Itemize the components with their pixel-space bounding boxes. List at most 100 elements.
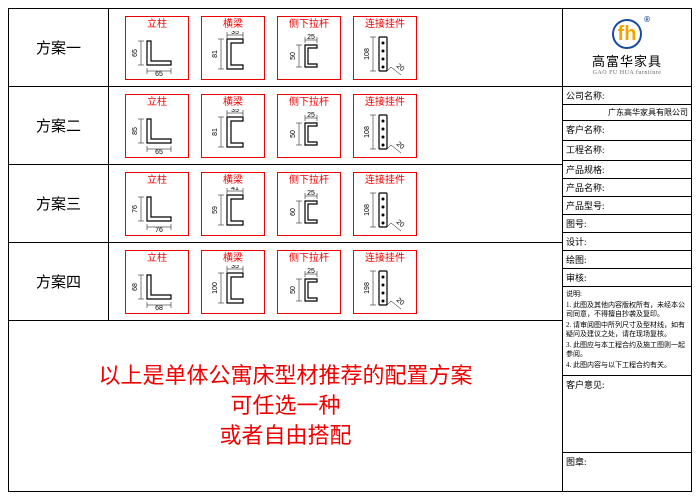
component-title: 横梁 — [223, 253, 243, 264]
drafter-row: 绘图: — [563, 251, 691, 269]
svg-text:68: 68 — [155, 305, 163, 311]
company-value-row: 广东高华家具有限公司 — [563, 105, 691, 121]
note-item: 2. 请审阅图中所列尺寸及型材线，如有疑问及建议之处，请在现场复核。 — [566, 321, 688, 339]
component-beam: 横梁 41 59 — [201, 172, 265, 236]
component-title: 横梁 — [223, 97, 243, 108]
svg-text:25: 25 — [307, 34, 315, 41]
notes-title: 说明: — [566, 290, 688, 299]
svg-text:65: 65 — [155, 71, 163, 77]
svg-text:41: 41 — [231, 187, 239, 192]
component-connector: 连接挂件 108 20 — [353, 16, 417, 80]
svg-text:108: 108 — [364, 204, 371, 216]
component-title: 连接挂件 — [365, 97, 405, 108]
component-connector: 连接挂件 108 20 — [353, 94, 417, 158]
component-connector: 连接挂件 108 20 — [353, 172, 417, 236]
svg-text:85: 85 — [132, 127, 139, 135]
project-row: 工程名称: — [563, 141, 691, 161]
svg-text:50: 50 — [290, 130, 297, 138]
component-title: 立柱 — [147, 97, 167, 108]
footer-note: 以上是单体公寓床型材推荐的配置方案 可任选一种 或者自由搭配 — [9, 321, 562, 491]
component-pillar: 立柱 65 65 — [125, 16, 189, 80]
logo-cell: fh 高富华家具 GAO FU HUA furniture — [563, 9, 691, 87]
svg-text:25: 25 — [307, 190, 315, 197]
svg-text:81: 81 — [212, 128, 219, 136]
svg-text:25: 25 — [307, 268, 315, 275]
type-row: 产品型号: — [563, 197, 691, 215]
plan-row: 方案四 立柱 68 68 横梁 35 100 侧下拉杆 25 50 — [9, 243, 562, 321]
svg-text:108: 108 — [364, 48, 371, 60]
component-title: 连接挂件 — [365, 19, 405, 30]
component-brace: 侧下拉杆 25 50 — [277, 16, 341, 80]
plan-row: 方案二 立柱 65 85 横梁 35 81 侧下拉杆 25 50 — [9, 87, 562, 165]
plan-row: 方案一 立柱 65 65 横梁 35 81 侧下拉杆 25 50 — [9, 9, 562, 87]
svg-text:108: 108 — [364, 126, 371, 138]
note-item: 4. 此图内容与以下工程合约有关。 — [566, 361, 688, 370]
title-block: fh 高富华家具 GAO FU HUA furniture 公司名称: 广东高华… — [563, 9, 691, 491]
component-title: 立柱 — [147, 253, 167, 264]
plan-row: 方案三 立柱 76 76 横梁 41 59 侧下拉杆 25 60 — [9, 165, 562, 243]
company-value: 广东高华家具有限公司 — [608, 107, 688, 118]
component-title: 连接挂件 — [365, 175, 405, 186]
component-title: 连接挂件 — [365, 253, 405, 264]
svg-text:100: 100 — [212, 282, 219, 294]
component-pillar: 立柱 76 76 — [125, 172, 189, 236]
note-item: 1. 此图及其他内容版权所有，未经本公司同意，不得擅自抄袭及复印。 — [566, 301, 688, 319]
checker-row: 审核: — [563, 269, 691, 287]
svg-text:60: 60 — [290, 208, 297, 216]
component-title: 侧下拉杆 — [289, 19, 329, 30]
svg-text:76: 76 — [132, 205, 139, 213]
customer-row: 客户名称: — [563, 121, 691, 141]
svg-text:50: 50 — [290, 286, 297, 294]
components: 立柱 65 65 横梁 35 81 侧下拉杆 25 50 — [109, 9, 562, 86]
svg-text:76: 76 — [155, 227, 163, 233]
components: 立柱 68 68 横梁 35 100 侧下拉杆 25 50 — [109, 243, 562, 320]
stamp-row: 图章: — [563, 453, 691, 491]
footer-line: 或者自由搭配 — [219, 421, 351, 451]
component-title: 侧下拉杆 — [289, 253, 329, 264]
components: 立柱 65 85 横梁 35 81 侧下拉杆 25 50 — [109, 87, 562, 164]
component-brace: 侧下拉杆 25 60 — [277, 172, 341, 236]
svg-text:68: 68 — [132, 283, 139, 291]
svg-text:65: 65 — [155, 149, 163, 155]
logo-text-en: GAO FU HUA furniture — [593, 70, 662, 76]
component-connector: 连接挂件 198 20 — [353, 250, 417, 314]
svg-text:25: 25 — [307, 112, 315, 119]
plan-label: 方案二 — [9, 87, 109, 164]
company-label: 公司名称: — [566, 89, 605, 102]
svg-text:35: 35 — [231, 265, 239, 270]
components: 立柱 76 76 横梁 41 59 侧下拉杆 25 60 — [109, 165, 562, 242]
component-title: 横梁 — [223, 175, 243, 186]
component-brace: 侧下拉杆 25 50 — [277, 94, 341, 158]
svg-text:81: 81 — [212, 50, 219, 58]
note-item: 3. 此图应与本工程合约及施工图则一起参阅。 — [566, 341, 688, 359]
logo-icon: fh — [612, 19, 642, 49]
component-beam: 横梁 35 100 — [201, 250, 265, 314]
drawingno-row: 图号: — [563, 215, 691, 233]
svg-text:59: 59 — [212, 206, 219, 214]
company-row: 公司名称: — [563, 87, 691, 105]
footer-line: 可任选一种 — [230, 391, 340, 421]
main-panel: 方案一 立柱 65 65 横梁 35 81 侧下拉杆 25 50 — [9, 9, 563, 491]
component-title: 侧下拉杆 — [289, 175, 329, 186]
plan-label: 方案四 — [9, 243, 109, 320]
svg-text:198: 198 — [364, 282, 371, 294]
drawing-sheet: 方案一 立柱 65 65 横梁 35 81 侧下拉杆 25 50 — [8, 8, 692, 492]
product-row: 产品名称: — [563, 179, 691, 197]
svg-text:35: 35 — [231, 109, 239, 114]
component-title: 立柱 — [147, 19, 167, 30]
spec-row: 产品规格: — [563, 161, 691, 179]
component-pillar: 立柱 65 85 — [125, 94, 189, 158]
plan-label: 方案三 — [9, 165, 109, 242]
svg-text:50: 50 — [290, 52, 297, 60]
component-title: 横梁 — [223, 19, 243, 30]
component-title: 立柱 — [147, 175, 167, 186]
remark-row: 客户意见: — [563, 376, 691, 453]
designer-row: 设计: — [563, 233, 691, 251]
logo-text-cn: 高富华家具 — [592, 51, 662, 70]
plan-label: 方案一 — [9, 9, 109, 86]
svg-text:35: 35 — [231, 31, 239, 36]
component-beam: 横梁 35 81 — [201, 94, 265, 158]
component-pillar: 立柱 68 68 — [125, 250, 189, 314]
notes-block: 说明: 1. 此图及其他内容版权所有，未经本公司同意，不得擅自抄袭及复印。 2.… — [563, 287, 691, 376]
svg-text:65: 65 — [132, 49, 139, 57]
